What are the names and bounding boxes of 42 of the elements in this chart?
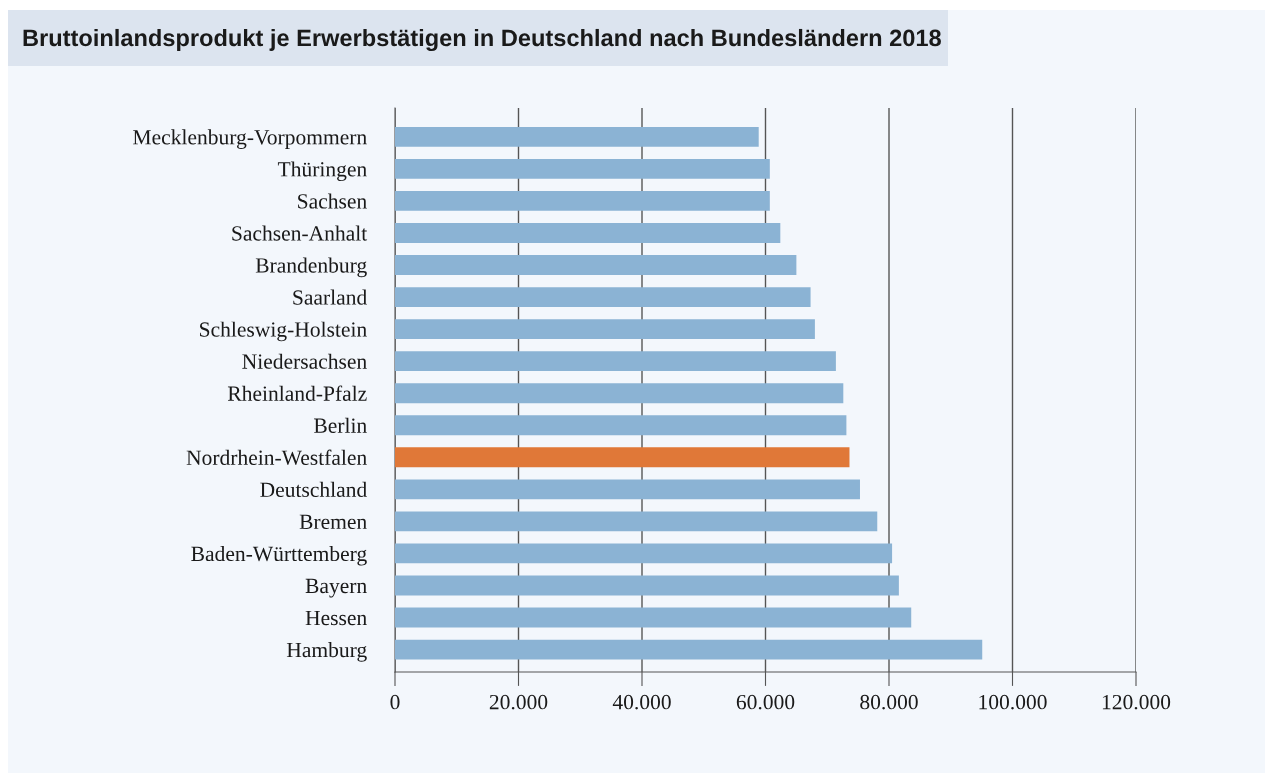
y-tick-label: Nordrhein-Westfalen (186, 449, 367, 466)
bar (395, 158, 770, 179)
chart-title: Bruttoinlandsprodukt je Erwerbstätigen in Deutschland nach Bundesländern 2018 (23, 28, 941, 52)
x-tick-label: 0 (390, 694, 400, 710)
y-tick-label: Schleswig-Holstein (200, 321, 367, 342)
y-tick-label: Deutschland (260, 481, 367, 498)
bar (395, 543, 893, 564)
bar (395, 415, 847, 436)
x-tick-label: 40.000 (612, 694, 671, 710)
y-tick-label: Niedersachsen (242, 353, 367, 369)
bar (395, 447, 850, 468)
y-tick-label: Hessen (305, 610, 367, 626)
x-tick-label: 60.000 (736, 694, 795, 710)
bar (395, 319, 815, 340)
bar (395, 351, 836, 372)
y-tick-label: Sachsen (298, 193, 367, 209)
bar (395, 287, 811, 307)
y-tick-label: Saarland (293, 289, 367, 305)
y-tick-label: Bayern (305, 578, 367, 598)
x-tick-label: 20.000 (489, 694, 548, 710)
x-tick-label: 120.000 (1102, 694, 1171, 710)
bar (395, 383, 844, 404)
bar (395, 255, 797, 275)
bar (395, 575, 899, 596)
bar (395, 223, 781, 243)
y-tick-label: Rheinland-Pfalz (227, 385, 367, 401)
y-tick-label: Brandenburg (255, 257, 367, 278)
y-tick-label: Hamburg (286, 642, 367, 662)
y-tick-label: Mecklenburg-Vorpommern (133, 129, 367, 149)
bar (395, 639, 983, 660)
bar (395, 126, 759, 147)
y-tick-label: Thüringen (277, 161, 367, 181)
y-tick-label: Berlin (314, 417, 367, 433)
bar (395, 511, 878, 532)
y-tick-label: Baden-Württemberg (191, 545, 367, 566)
bar (395, 479, 860, 500)
x-tick-label: 100.000 (979, 694, 1047, 710)
y-tick-label: Sachsen-Anhalt (232, 225, 368, 241)
bar (395, 607, 912, 628)
y-tick-label: Bremen (299, 514, 367, 530)
bar (395, 191, 770, 211)
x-tick-label: 80.000 (860, 694, 918, 710)
